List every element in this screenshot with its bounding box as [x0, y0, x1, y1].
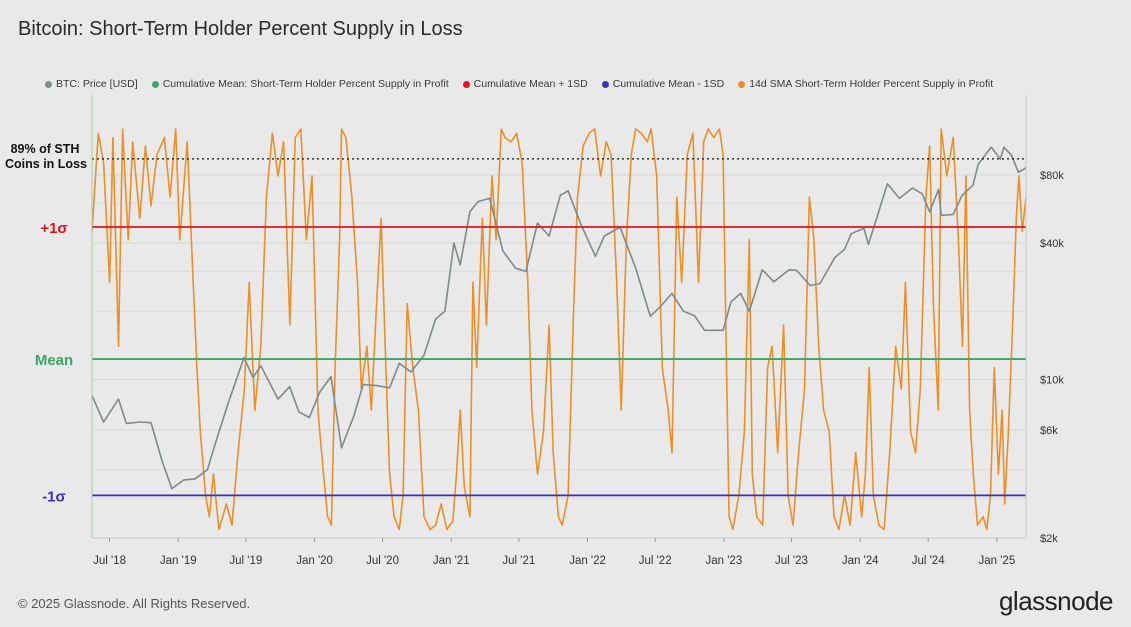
level-label-89pct-line1: 89% of STH [11, 142, 80, 156]
x-tick-label-13: Jan '25 [979, 555, 1016, 567]
x-tick-label-8: Jul '22 [639, 555, 672, 567]
level-label-mean: Mean [35, 352, 73, 369]
legend-item-btc-price[interactable]: BTC: Price [USD] [45, 77, 138, 91]
legend-item-mean-minus-1sd[interactable]: Cumulative Mean - 1SD [601, 77, 725, 91]
glassnode-logo: glassnode [998, 586, 1114, 616]
legend-dot-14d-sma [738, 80, 746, 88]
level-label-89pct-line2: Coins in Loss [5, 157, 87, 171]
series-line-14d-sma [91, 128, 1027, 531]
legend-item-cumulative-mean[interactable]: Cumulative Mean: Short-Term Holder Perce… [151, 77, 449, 91]
series-line-btc-price [91, 146, 1027, 490]
legend-dot-cumulative-mean [151, 80, 159, 88]
y-tick-label-2: $10k [1040, 375, 1064, 387]
x-tick-label-9: Jan '23 [706, 555, 743, 567]
x-tick-label-3: Jan '20 [296, 555, 333, 567]
grid-layer [92, 174, 1026, 539]
legend-label-mean-plus-1sd: Cumulative Mean + 1SD [473, 78, 588, 90]
legend-dot-btc-price [45, 80, 52, 88]
x-tick-label-11: Jan '24 [842, 555, 879, 567]
y-tick-label-1: $40k [1040, 238, 1064, 250]
y-tick-label-3: $6k [1040, 425, 1058, 437]
legend-label-cumulative-mean: Cumulative Mean: Short-Term Holder Perce… [162, 78, 449, 90]
series-layer [91, 128, 1027, 531]
chart-title: Bitcoin: Short-Term Holder Percent Suppl… [18, 18, 463, 40]
x-tick-label-7: Jan '22 [569, 555, 606, 567]
x-tick-label-0: Jul '18 [93, 555, 126, 567]
x-tick-label-4: Jul '20 [366, 555, 399, 567]
x-tick-label-12: Jul '24 [912, 555, 945, 567]
legend-item-14d-sma[interactable]: 14d SMA Short-Term Holder Percent Supply… [738, 77, 993, 91]
x-tick-label-6: Jul '21 [502, 555, 535, 567]
y-tick-label-4: $2k [1040, 533, 1058, 545]
legend-dot-mean-minus-1sd [601, 80, 609, 88]
y-tick-label-0: $80k [1040, 170, 1064, 182]
legend-dot-mean-plus-1sd [462, 80, 470, 88]
level-label-plus-1sd: +1σ [40, 220, 67, 237]
legend-label-mean-minus-1sd: Cumulative Mean - 1SD [612, 78, 725, 90]
x-tick-label-10: Jul '23 [775, 555, 808, 567]
copyright-notice: © 2025 Glassnode. All Rights Reserved. [18, 596, 251, 611]
legend-item-mean-plus-1sd[interactable]: Cumulative Mean + 1SD [462, 77, 588, 91]
legend-label-btc-price: BTC: Price [USD] [56, 78, 138, 90]
legend: BTC: Price [USD] Cumulative Mean: Short-… [45, 77, 1007, 91]
level-label-minus-1sd: -1σ [42, 488, 66, 505]
x-tick-label-2: Jul '19 [229, 555, 262, 567]
x-tick-label-1: Jan '19 [160, 555, 197, 567]
x-tick-label-5: Jan '21 [433, 555, 470, 567]
legend-label-14d-sma: 14d SMA Short-Term Holder Percent Supply… [749, 78, 994, 90]
level-layer [92, 158, 1026, 497]
